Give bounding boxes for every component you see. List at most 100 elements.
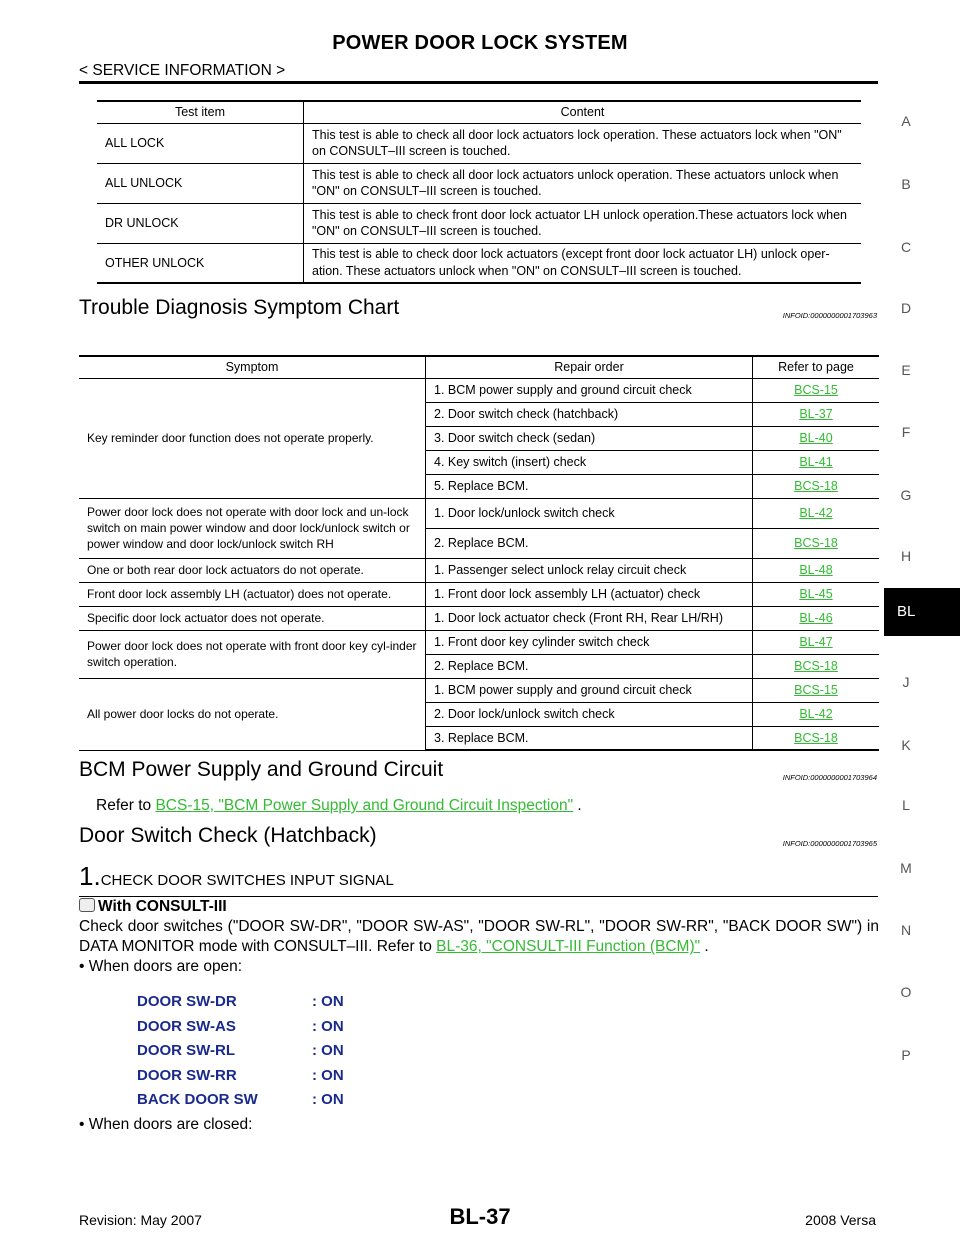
table-row: All power door locks do not operate. 1. B… <box>79 678 879 751</box>
side-index-g: G <box>900 487 912 503</box>
repair-order-cell: 2. Door switch check (hatchback) <box>425 402 753 427</box>
symptom-chart-table: Symptom Repair order Refer to page Key r… <box>79 354 879 752</box>
table-row: 5. Replace BCM. BCS-18 <box>79 474 879 499</box>
monitor-item: DOOR SW-AS: ON <box>137 1018 344 1035</box>
refer-page-cell: BL-45 <box>752 582 879 607</box>
refer-page-cell: BL-37 <box>752 402 879 427</box>
monitor-name: DOOR SW-AS <box>137 1017 236 1035</box>
test-item-cell: OTHER UNLOCK <box>97 243 304 285</box>
table-row: 2. Replace BCM. BCS-18 <box>79 654 879 679</box>
refer-page-link[interactable]: BCS-15 <box>794 682 838 697</box>
side-index-k: K <box>901 737 911 753</box>
col-content: Content <box>303 99 861 124</box>
table-row: 2. Door lock/unlock switch check BL-42 <box>79 702 879 727</box>
step-title: CHECK DOOR SWITCHES INPUT SIGNAL <box>100 872 394 889</box>
table-row: Power door lock does not operate with do… <box>79 498 879 559</box>
refer-page-link[interactable]: BL-46 <box>799 610 833 625</box>
side-index-c: C <box>900 239 912 255</box>
col-repair-order: Repair order <box>425 354 753 379</box>
repair-order-cell: 1. Front door lock assembly LH (actuator… <box>425 582 753 607</box>
symptom-chart-heading: Trouble Diagnosis Symptom Chart <box>79 296 400 319</box>
repair-order-cell: 1. Passenger select unlock relay circuit… <box>425 558 753 583</box>
table-row: DR UNLOCK This test is able to check fron… <box>97 203 861 244</box>
refer-page-link[interactable]: BCS-18 <box>794 658 838 673</box>
refer-page-link[interactable]: BCS-18 <box>794 535 838 550</box>
refer-page-link[interactable]: BL-37 <box>799 406 833 421</box>
table-row: 3. Replace BCM. BCS-18 <box>79 726 879 752</box>
monitor-item: DOOR SW-RR : ON <box>137 1067 344 1084</box>
table-row: 4. Key switch (insert) check BL-41 <box>79 450 879 475</box>
refer-page-cell: BL-40 <box>752 426 879 451</box>
test-content-cell: This test is able to check door lock act… <box>303 243 861 285</box>
refer-page-link[interactable]: BL-40 <box>799 430 833 445</box>
header-rule <box>79 81 878 84</box>
repair-order-cell: 3. Door switch check (sedan) <box>425 426 753 451</box>
refer-page-link[interactable]: BL-41 <box>799 454 833 469</box>
step-header: 1.CHECK DOOR SWITCHES INPUT SIGNAL <box>79 861 878 897</box>
table-row: Key reminder door function does not oper… <box>79 378 879 499</box>
footer-page-number: BL-37 <box>449 1204 511 1229</box>
monitor-value: : ON <box>312 1091 344 1108</box>
consult-block: With CONSULT-III Check door switches ("D… <box>79 897 879 978</box>
refer-suffix: . <box>573 797 582 814</box>
repair-order-cell: 2. Replace BCM. <box>425 528 753 559</box>
test-content-cell: This test is able to check all door lock… <box>303 163 861 204</box>
consult-link[interactable]: BL-36, "CONSULT-III Function (BCM)" <box>436 938 701 956</box>
repair-order-cell: 1. Door lock/unlock switch check <box>425 498 753 529</box>
consult-label: With CONSULT-III <box>98 898 227 915</box>
side-index-active-bl: BL <box>884 588 960 636</box>
refer-prefix: Refer to <box>96 797 156 814</box>
symptom-cell: Specific door lock actuator does not ope… <box>79 606 426 631</box>
side-index-m: M <box>900 860 912 876</box>
monitor-item: DOOR SW-RL: ON <box>137 1042 344 1059</box>
repair-order-cell: 3. Replace BCM. <box>425 726 753 752</box>
monitor-item: DOOR SW-DR: ON <box>137 993 344 1010</box>
test-item-cell: ALL LOCK <box>97 123 304 164</box>
bullet-closed: • When doors are closed: <box>79 1116 253 1133</box>
side-index-f: F <box>901 424 911 440</box>
refer-page-link[interactable]: BCS-15 <box>794 382 838 397</box>
repair-order-cell: 5. Replace BCM. <box>425 474 753 499</box>
refer-page-cell: BL-41 <box>752 450 879 475</box>
refer-page-cell: BL-47 <box>752 630 879 655</box>
symptom-cell: One or both rear door lock actuators do … <box>79 558 426 583</box>
side-index-p: P <box>901 1047 911 1063</box>
test-content-cell: This test is able to check all door lock… <box>303 123 861 164</box>
side-index-j: J <box>902 674 910 690</box>
table-row: OTHER UNLOCK This test is able to check d… <box>97 243 861 285</box>
consult-tool-icon <box>79 898 95 912</box>
step-number: 1. <box>79 861 101 891</box>
table-row: ALL LOCK This test is able to check all d… <box>97 123 861 164</box>
refer-page-cell: BL-46 <box>752 606 879 631</box>
refer-page-link[interactable]: BCS-18 <box>794 478 838 493</box>
refer-page-link[interactable]: BL-42 <box>799 505 833 520</box>
refer-page-link[interactable]: BL-45 <box>799 586 833 601</box>
symptom-infoid: INFOID:0000000001703963 <box>782 311 877 320</box>
table-row: 2. Door switch check (hatchback) BL-37 <box>79 402 879 427</box>
repair-order-cell: 1. BCM power supply and ground circuit c… <box>425 378 753 403</box>
bcm-refer-text: Refer to BCS-15, "BCM Power Supply and G… <box>96 797 582 815</box>
refer-page-link[interactable]: BL-48 <box>799 562 833 577</box>
refer-page-link[interactable]: BL-47 <box>799 634 833 649</box>
repair-order-cell: 2. Door lock/unlock switch check <box>425 702 753 727</box>
table-row: Power door lock does not operate with fr… <box>79 630 879 679</box>
refer-page-cell: BCS-18 <box>752 654 879 679</box>
side-index-b: B <box>901 176 911 192</box>
col-test-item: Test item <box>97 99 304 124</box>
refer-page-link[interactable]: BL-42 <box>799 706 833 721</box>
bcm-heading: BCM Power Supply and Ground Circuit <box>79 758 444 781</box>
monitor-value: : ON <box>312 1066 344 1084</box>
side-index-h: H <box>900 548 912 564</box>
refer-page-cell: BL-48 <box>752 558 879 583</box>
refer-page-cell: BL-42 <box>752 702 879 727</box>
test-item-cell: ALL UNLOCK <box>97 163 304 204</box>
monitor-name: DOOR SW-RR <box>137 1066 237 1084</box>
active-test-table: Test item Content ALL LOCK This test is a… <box>97 99 861 285</box>
side-index: A B C D E F G H BL J K L M N O P <box>884 0 960 1242</box>
side-index-n: N <box>900 922 912 938</box>
bcm-link[interactable]: BCS-15, "BCM Power Supply and Ground Cir… <box>155 797 574 814</box>
symptom-cell: Power door lock does not operate with do… <box>79 498 426 559</box>
monitor-item: BACK DOOR SW: ON <box>137 1091 344 1108</box>
refer-page-link[interactable]: BCS-18 <box>794 730 838 745</box>
monitor-value: : ON <box>312 993 344 1010</box>
